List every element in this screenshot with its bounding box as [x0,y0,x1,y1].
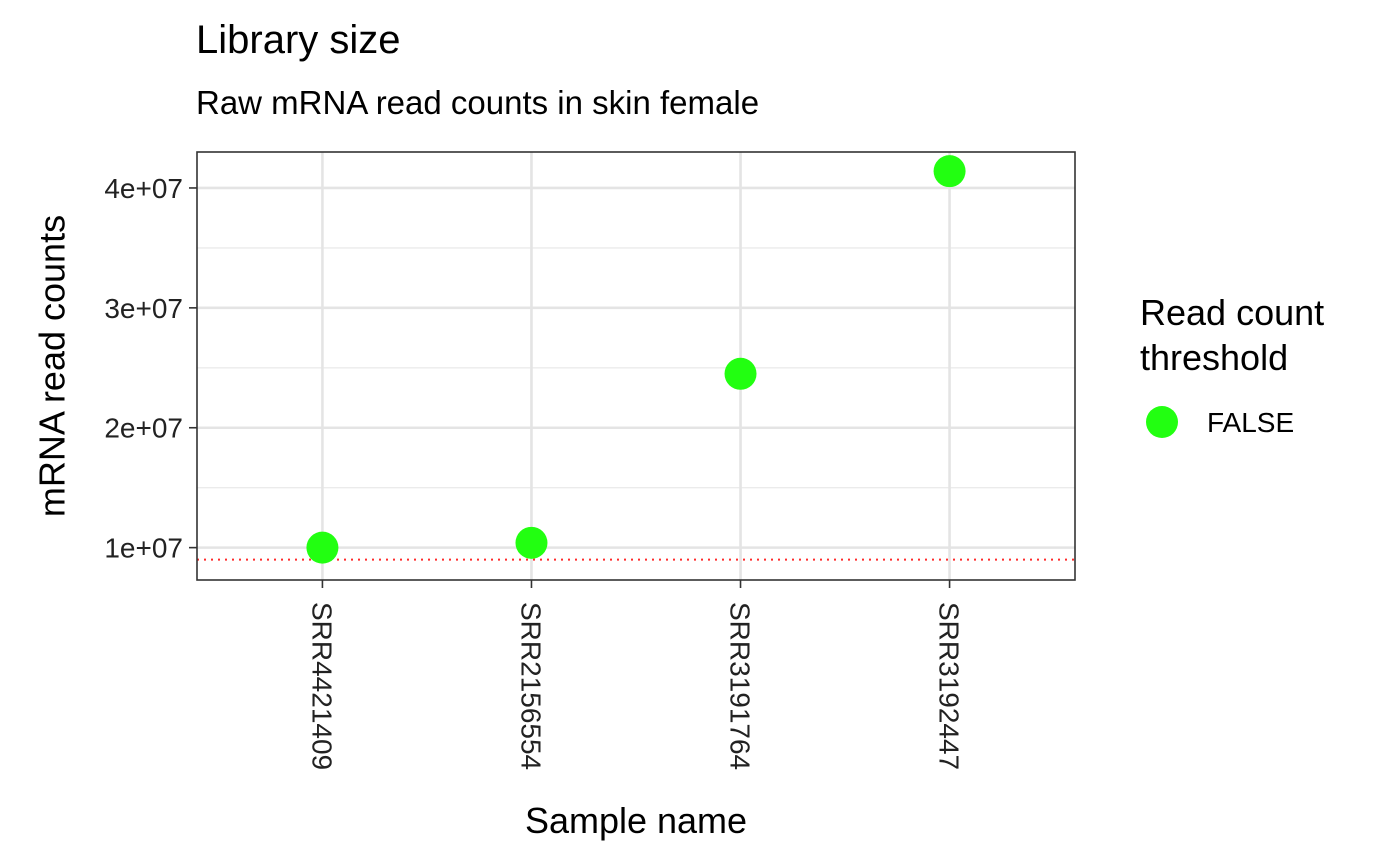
chart-subtitle: Raw mRNA read counts in skin female [196,84,760,121]
y-tick-label: 3e+07 [104,293,183,324]
y-axis-title: mRNA read counts [32,215,73,517]
legend-title: Read count [1140,292,1324,333]
legend-key [1146,406,1178,438]
plot-frame [196,151,1076,581]
y-tick-label: 4e+07 [104,173,183,204]
x-tick-label: SRR3192447 [934,602,965,770]
legend-label: FALSE [1207,407,1294,438]
y-axis-ticks: 1e+07 2e+07 3e+07 4e+07 [104,173,197,564]
x-axis-ticks: SRR4421409 SRR2156554 SRR3191764 SRR3192447 [306,580,965,770]
legend: Read count threshold FALSE [1140,292,1324,438]
points-layer [306,155,966,564]
legend-entries: FALSE [1146,406,1294,438]
data-point [306,531,339,564]
plot-background [197,152,1075,580]
chart-title: Library size [196,18,401,62]
x-tick-label: SRR4421409 [306,602,337,770]
data-point [933,155,966,188]
y-tick-label: 1e+07 [104,533,183,564]
legend-title: threshold [1140,337,1288,378]
data-point [515,526,548,559]
y-tick-label: 2e+07 [104,413,183,444]
x-tick-label: SRR3191764 [725,602,756,770]
data-point [724,357,757,390]
x-tick-label: SRR2156554 [515,602,546,770]
grid-layer [197,152,1075,580]
x-axis-title: Sample name [525,800,747,841]
